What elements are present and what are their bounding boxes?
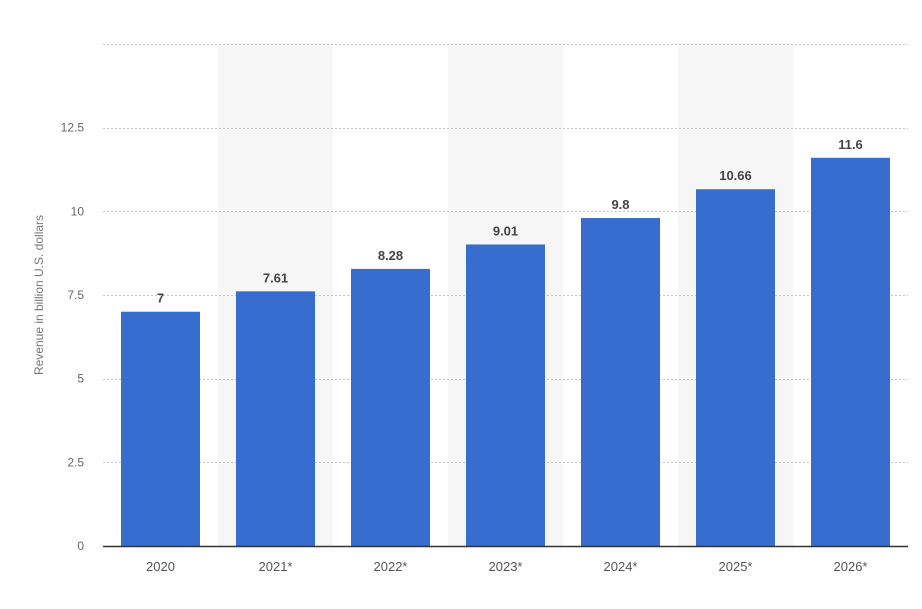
value-label: 8.28 [378, 248, 403, 263]
y-tick-label: 7.5 [67, 288, 84, 302]
bar-2025 [696, 189, 775, 546]
value-label: 11.6 [838, 137, 863, 152]
y-axis-title: Revenue in billion U.S. dollars [32, 215, 46, 375]
y-tick-label: 5 [77, 372, 84, 386]
x-tick-label: 2024* [604, 559, 638, 574]
x-axis-labels: 2020 2021* 2022* 2023* 2024* 2025* 2026* [146, 559, 867, 574]
y-axis-ticks: 0 2.5 5 7.5 10 12.5 [61, 121, 85, 553]
x-tick-label: 2026* [834, 559, 868, 574]
x-tick-label: 2025* [719, 559, 753, 574]
y-tick-label: 0 [77, 539, 84, 553]
bar-2020 [121, 311, 200, 546]
x-tick-label: 2022* [374, 559, 408, 574]
y-tick-label: 12.5 [61, 121, 85, 135]
value-label: 7.61 [263, 270, 288, 285]
bar-2021 [236, 291, 315, 546]
bar-2026 [811, 157, 890, 546]
x-tick-label: 2023* [489, 559, 523, 574]
value-label: 10.66 [719, 168, 752, 183]
bar-2022 [351, 268, 430, 546]
x-tick-label: 2021* [259, 559, 293, 574]
bar-2024 [581, 218, 660, 546]
value-label: 7 [157, 291, 164, 306]
x-tick-label: 2020 [146, 559, 175, 574]
value-labels: 7 7.61 8.28 9.01 9.8 10.66 11.6 [157, 137, 863, 306]
value-label: 9.8 [611, 197, 629, 212]
value-label: 9.01 [493, 223, 518, 238]
bar-2023 [466, 244, 545, 546]
bars [121, 157, 890, 546]
y-tick-label: 10 [71, 204, 85, 218]
y-tick-label: 2.5 [67, 455, 84, 469]
